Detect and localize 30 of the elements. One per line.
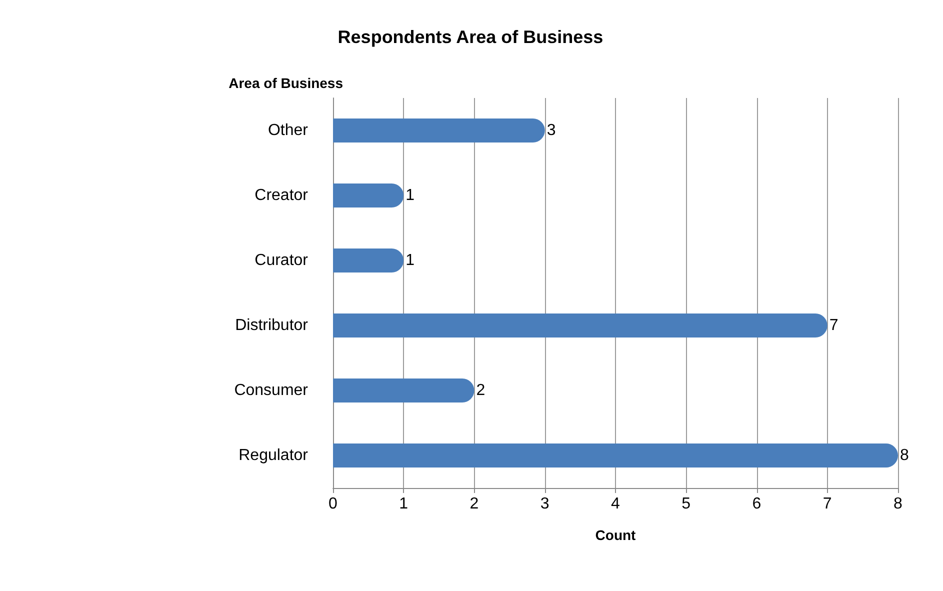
data-label: 2 — [476, 382, 486, 399]
bar — [333, 378, 474, 402]
x-tick-label: 5 — [682, 496, 691, 512]
y-tick-label: Distributor — [235, 317, 309, 334]
x-tick-label: 1 — [399, 496, 408, 512]
data-label: 3 — [546, 122, 556, 139]
bar — [333, 248, 404, 272]
x-tick-label: 0 — [328, 496, 338, 512]
y-tick-label: Creator — [254, 187, 309, 204]
x-tick-label: 3 — [540, 496, 550, 512]
bar — [333, 444, 898, 468]
data-label: 1 — [406, 252, 415, 269]
y-tick-label: Consumer — [234, 382, 309, 399]
x-tick-label: 2 — [470, 496, 479, 512]
y-tick-label: Curator — [254, 252, 309, 269]
y-tick-label: Other — [268, 122, 309, 139]
x-tick-label: 4 — [611, 496, 620, 512]
data-label: 8 — [900, 447, 909, 464]
x-tick-label: 8 — [894, 496, 903, 512]
bar — [333, 314, 828, 338]
data-label: 1 — [406, 187, 415, 204]
y-tick-label: Regulator — [238, 447, 309, 464]
x-tick-label: 7 — [822, 496, 832, 512]
x-tick-label: 6 — [752, 496, 762, 512]
x-axis-title: Count — [595, 527, 636, 543]
bar — [333, 118, 545, 142]
y-axis-title: Area of Business — [228, 75, 344, 91]
data-label: 7 — [829, 317, 838, 334]
bar — [333, 184, 404, 208]
chart-title: Respondents Area of Business — [338, 27, 604, 47]
